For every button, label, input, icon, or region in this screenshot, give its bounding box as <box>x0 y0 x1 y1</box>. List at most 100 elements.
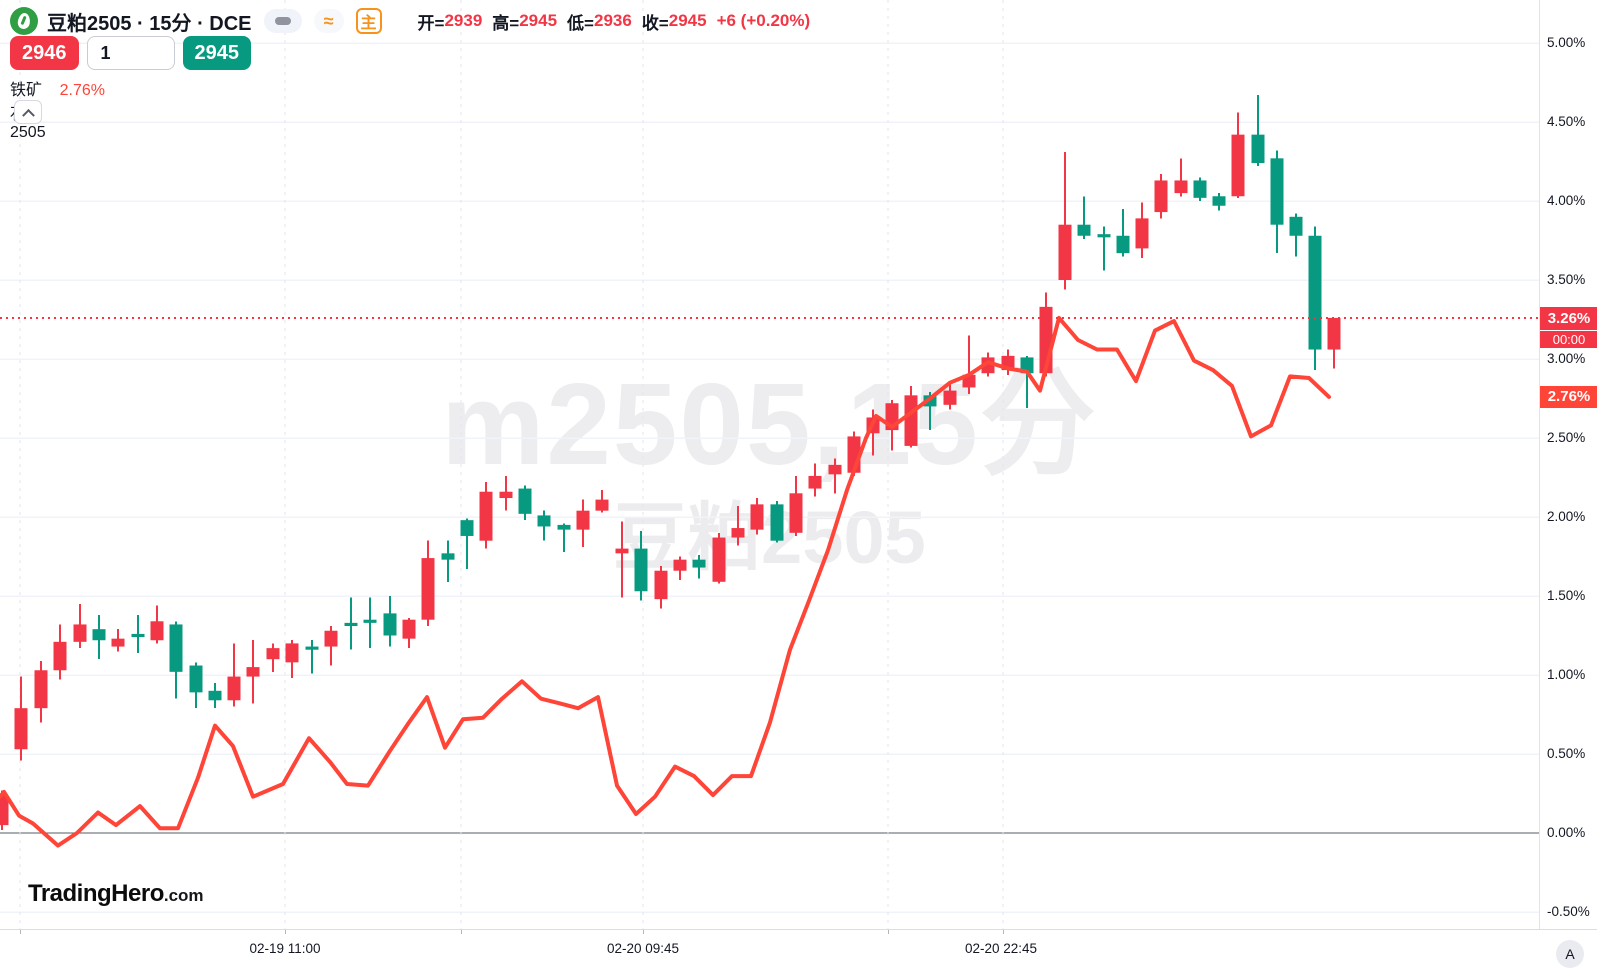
candle-body-down <box>1289 216 1303 236</box>
high-value: 2945 <box>519 11 558 30</box>
main-contract-chip[interactable]: 主 <box>355 8 382 34</box>
candle-body-down <box>363 619 377 623</box>
buy-ask-button[interactable]: 2945 <box>182 36 251 70</box>
price-tick-label: 4.50% <box>1547 114 1586 129</box>
compare-price-badge: 2.76% <box>1540 385 1597 408</box>
candle-body-up <box>14 708 28 750</box>
time-tick-mark <box>20 930 21 934</box>
price-tick-label: 1.50% <box>1547 588 1586 603</box>
time-tick-mark <box>643 930 644 934</box>
price-tick-label: 0.00% <box>1547 825 1586 840</box>
candle-body-up <box>943 390 957 405</box>
low-value: 2936 <box>593 11 632 30</box>
candle-body-up <box>266 648 280 660</box>
candle-body-up <box>789 493 803 533</box>
chart-canvas[interactable] <box>0 0 1539 929</box>
candle-body-down <box>1097 234 1111 238</box>
candle-body-up <box>1231 134 1245 197</box>
candle-body-up <box>1154 180 1168 213</box>
candle-body-up <box>595 499 609 511</box>
candle-body-up <box>712 537 726 582</box>
time-tick-mark <box>461 930 462 934</box>
ohlc-readout: 开= 2939 高= 2945 低= 2936 收= 2945 +6 (+0.20%) <box>400 9 811 34</box>
visibility-toggle-icon[interactable] <box>263 9 302 33</box>
candle-body-up <box>285 643 299 663</box>
candle-body-down <box>1193 180 1207 198</box>
candle-body-up <box>904 395 918 446</box>
price-tick-label: 3.50% <box>1547 272 1586 287</box>
candle-body-up <box>402 619 416 639</box>
candle-body-up <box>34 670 48 709</box>
candle-body-down <box>1270 158 1284 225</box>
candle-body-up <box>828 464 842 475</box>
candle-body-up <box>150 621 164 641</box>
quantity-input[interactable] <box>86 36 175 70</box>
candle-body-up <box>808 475 822 489</box>
candle-body-up <box>324 630 338 647</box>
candle-body-down <box>441 553 455 560</box>
close-value: 2945 <box>668 11 707 30</box>
candle-body-up <box>1135 218 1149 249</box>
candle-body-down <box>208 690 222 701</box>
candle-body-down <box>92 629 106 641</box>
price-tick-label: 2.50% <box>1547 430 1586 445</box>
candle-body-down <box>770 504 784 541</box>
brand-name: TradingHero <box>28 880 164 907</box>
font-size-toggle-button[interactable]: A <box>1556 940 1584 968</box>
current-price-badge-value: 3.26% <box>1540 306 1597 330</box>
quick-order-row: 2946 2945 <box>10 36 251 70</box>
candle-body-up <box>1327 317 1341 350</box>
candle-body-down <box>537 515 551 527</box>
time-axis[interactable]: 02-19 11:00 02-20 09:45 02-20 22:45 <box>0 929 1597 971</box>
candle-body-down <box>383 613 397 636</box>
candle-body-up <box>499 491 513 499</box>
price-tick-label: 4.00% <box>1547 193 1586 208</box>
price-tick-label: 3.00% <box>1547 351 1586 366</box>
candle-body-up <box>227 676 241 701</box>
candle-body-up <box>731 528 745 538</box>
candle-body-down <box>518 488 532 514</box>
close-label: 收= <box>641 13 669 33</box>
time-tick-mark <box>888 930 889 934</box>
price-tick-label: 5.00% <box>1547 35 1586 50</box>
current-price-badge: 3.26% 00:00 <box>1540 306 1597 348</box>
change-value: +6 (+0.20%) <box>716 11 811 30</box>
price-tick-label: -0.50% <box>1547 904 1590 919</box>
price-axis[interactable]: 3.26% 00:00 2.76% 5.00% 4.50% 4.00% 3.50% 3.… <box>1539 0 1597 929</box>
approx-icon[interactable]: ≈ <box>313 9 344 33</box>
symbol-title-row: 豆粕2505 · 15分 · DCE ≈ 主 开= 2939 高= 2945 低= 2… <box>10 7 810 35</box>
high-label: 高= <box>492 13 520 33</box>
candle-body-up <box>615 548 629 554</box>
low-label: 低= <box>567 13 594 33</box>
price-tick-label: 0.50% <box>1547 746 1586 761</box>
candle-body-up <box>246 667 260 677</box>
candle-body-down <box>1308 235 1322 350</box>
candle-body-down <box>1116 235 1130 254</box>
candle-body-up <box>1058 224 1072 280</box>
candle-body-down <box>305 646 319 650</box>
candle-body-up <box>421 558 435 620</box>
sell-bid-button[interactable]: 2946 <box>10 36 79 70</box>
price-chart-svg[interactable] <box>0 0 1539 929</box>
time-tick-label: 02-19 11:00 <box>249 941 321 956</box>
candle-body-up <box>73 624 87 642</box>
candle-body-down <box>634 548 648 592</box>
time-tick-mark <box>285 930 286 934</box>
time-tick-label: 02-20 22:45 <box>964 941 1038 956</box>
candle-body-up <box>654 570 668 600</box>
candle-body-up <box>111 638 125 647</box>
candle-body-down <box>131 633 145 638</box>
collapse-header-button[interactable] <box>14 100 42 124</box>
candle-body-up <box>750 504 764 530</box>
price-tick-label: 2.00% <box>1547 509 1586 524</box>
candle-body-up <box>479 491 493 541</box>
trading-hero-logo: TradingHero .com <box>28 880 204 908</box>
symbol-logo-icon[interactable] <box>10 7 38 35</box>
chevron-up-icon <box>21 108 35 122</box>
current-price-badge-countdown: 00:00 <box>1540 330 1597 348</box>
symbol-title[interactable]: 豆粕2505 · 15分 · DCE <box>47 12 252 35</box>
open-label: 开= <box>417 13 445 33</box>
candle-body-down <box>557 524 571 530</box>
candle-body-down <box>169 624 183 672</box>
